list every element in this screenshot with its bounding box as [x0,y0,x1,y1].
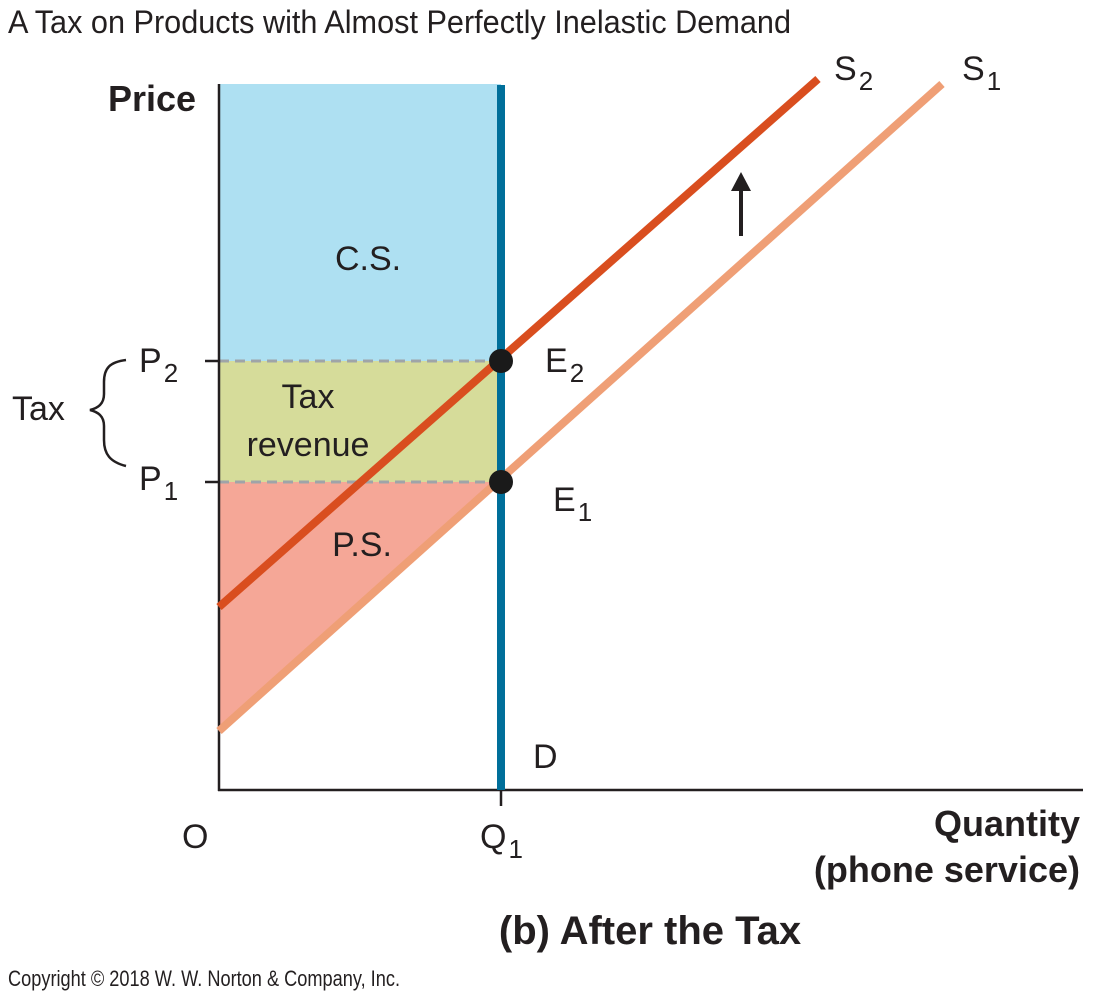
s1-label: S1 [962,50,1001,96]
supply-curve-s1 [216,81,945,734]
origin-label: O [182,818,208,856]
curly-brace [89,358,127,468]
tax-revenue-label-line1: Tax [282,378,335,416]
x-axis-label-line1: Quantity [934,803,1080,844]
panel-subtitle: (b) After the Tax [499,909,801,953]
p2-label: P2 [139,342,178,388]
tax-bracket-label: Tax [12,390,65,428]
tax-revenue-label-line2: revenue [247,426,370,464]
supply-curve-s2 [216,75,821,611]
q1-label: Q1 [480,818,523,864]
cs-label: C.S. [335,240,401,278]
p1-label: P1 [139,460,178,506]
equilibrium-point-e2 [489,349,513,373]
consumer-surplus-area [219,84,501,361]
ps-label: P.S. [332,526,392,564]
equilibrium-point-e1 [489,470,513,494]
figure-title: A Tax on Products with Almost Perfectly … [8,4,791,40]
arrow-up-icon [731,172,751,236]
s2-label: S2 [834,50,873,96]
e2-label: E2 [545,342,584,388]
copyright-text: Copyright © 2018 W. W. Norton & Company,… [8,966,400,991]
demand-label: D [533,738,558,776]
e1-label: E1 [553,481,592,527]
tax-revenue-area [219,361,501,482]
y-axis-label: Price [108,78,196,119]
x-axis-label-line2: (phone service) [814,849,1080,890]
